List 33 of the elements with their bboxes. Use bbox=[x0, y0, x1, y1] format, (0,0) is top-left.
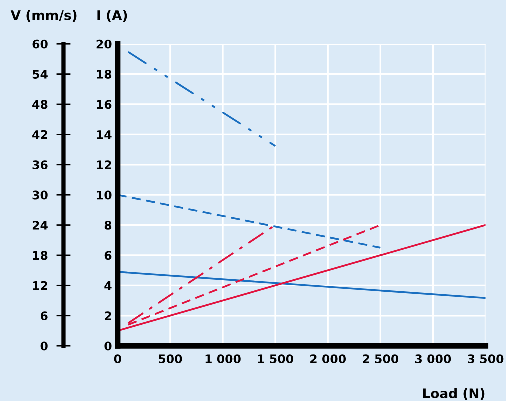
y2-axis-title: I (A) bbox=[98, 10, 128, 22]
x-tick-label: 0 bbox=[114, 354, 122, 364]
y-tick-label: 6 bbox=[40, 312, 48, 321]
x-tick-label: 3 500 bbox=[468, 354, 504, 364]
x-axis-title: Load (N) bbox=[423, 388, 485, 400]
y2-tick-label: 0 bbox=[104, 342, 112, 351]
y2-tick-label: 14 bbox=[97, 130, 112, 140]
x-tick-label: 2 500 bbox=[363, 354, 399, 364]
x-tick-label: 2 000 bbox=[310, 354, 346, 364]
y-axis-title: V (mm/s) bbox=[10, 10, 77, 22]
y2-tick-label: 6 bbox=[104, 251, 112, 260]
y2-tick-label: 20 bbox=[96, 40, 112, 49]
y-tick-label: 48 bbox=[32, 100, 48, 110]
x-tick-label: 1 000 bbox=[206, 354, 241, 364]
y2-tick-label: 12 bbox=[97, 160, 112, 170]
y-tick-label: 18 bbox=[33, 251, 48, 260]
y2-tick-label: 4 bbox=[104, 282, 112, 290]
y-tick-label: 36 bbox=[32, 160, 48, 170]
y-tick-label: 30 bbox=[32, 190, 48, 200]
y-tick-label: 54 bbox=[32, 70, 48, 79]
x-tick-label: 500 bbox=[159, 354, 182, 364]
y-tick-label: 0 bbox=[40, 342, 48, 351]
y2-tick-label: 10 bbox=[97, 190, 112, 200]
y-tick-label: 24 bbox=[32, 221, 48, 230]
y2-tick-label: 8 bbox=[104, 221, 112, 230]
x-tick-label: 3 000 bbox=[416, 354, 452, 364]
y2-tick-label: 2 bbox=[105, 312, 112, 320]
x-tick-label: 1 500 bbox=[258, 354, 294, 364]
y-tick-label: 12 bbox=[33, 281, 48, 290]
y-tick-label: 60 bbox=[32, 40, 48, 49]
y2-tick-label: 18 bbox=[97, 70, 112, 79]
y-tick-label: 42 bbox=[32, 130, 48, 140]
y2-tick-label: 16 bbox=[97, 100, 112, 110]
